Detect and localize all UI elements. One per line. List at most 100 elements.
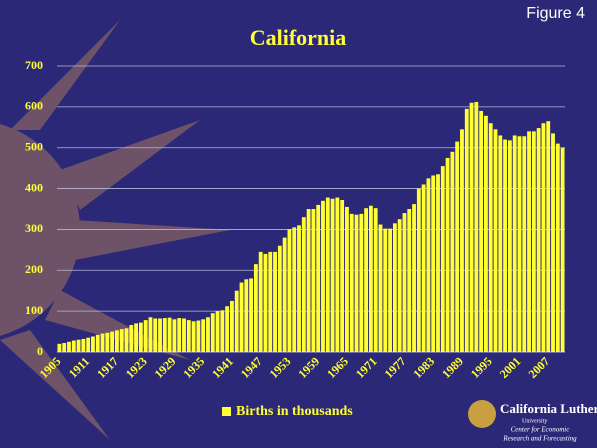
bar [560, 147, 565, 352]
bar [488, 123, 493, 352]
bar [210, 313, 215, 352]
bar [81, 338, 86, 352]
bar [421, 184, 426, 352]
bar [368, 205, 373, 352]
bar [536, 128, 541, 352]
bar [531, 131, 536, 352]
bar [268, 251, 273, 352]
bar [479, 110, 484, 352]
bar [95, 334, 100, 352]
bar [138, 322, 143, 352]
logo-emblem [468, 400, 496, 428]
bar [426, 178, 431, 352]
bar [76, 339, 81, 352]
bar [191, 321, 196, 352]
logo-sub: University [522, 418, 547, 424]
bar [62, 343, 67, 352]
bar [546, 121, 551, 353]
bar [206, 317, 210, 352]
bar [359, 213, 364, 352]
bar [484, 115, 488, 353]
bar [119, 329, 124, 352]
legend-label: Births in thousands [236, 404, 353, 419]
bar [325, 197, 330, 352]
y-tick-label: 600 [25, 99, 43, 113]
bar [493, 129, 498, 352]
bar [474, 101, 479, 352]
bar [445, 157, 450, 352]
bar [67, 341, 71, 352]
logo-line: Research and Forecasting [502, 435, 577, 443]
y-tick-label: 100 [25, 303, 43, 317]
bar [527, 131, 531, 352]
bar [397, 219, 402, 352]
bar [407, 209, 412, 352]
bar [345, 206, 349, 352]
bar [86, 337, 91, 352]
bar [292, 227, 297, 352]
bar [172, 319, 177, 352]
bar [167, 317, 172, 352]
bar [273, 251, 277, 352]
bar [512, 135, 517, 352]
logo-name: California Lutheran [500, 401, 597, 416]
bar [335, 197, 340, 352]
bar [450, 151, 455, 352]
bar [306, 209, 311, 352]
bar [469, 102, 474, 353]
bar [340, 200, 345, 352]
bar [349, 213, 354, 352]
bar [129, 325, 134, 352]
bar [330, 198, 335, 352]
bar [253, 264, 258, 352]
bar [416, 188, 421, 352]
bar [507, 140, 512, 352]
bar [263, 253, 268, 352]
bar [287, 229, 292, 352]
bar [239, 282, 244, 352]
bar [282, 237, 287, 352]
bar [148, 317, 153, 352]
bar [541, 123, 546, 352]
bar [249, 278, 254, 352]
y-tick-label: 200 [25, 262, 43, 276]
bar [91, 336, 95, 352]
bar [124, 328, 129, 352]
chart-title: California [250, 25, 347, 50]
bar [71, 340, 76, 352]
bar [201, 319, 206, 352]
bar [105, 332, 110, 352]
bar [412, 204, 416, 352]
bar [162, 318, 167, 352]
bar [134, 323, 138, 352]
bar [182, 318, 186, 352]
bar [277, 245, 282, 352]
bar [517, 136, 522, 352]
bar [114, 330, 119, 352]
bar [258, 251, 263, 352]
bar [378, 224, 383, 352]
bar [383, 228, 388, 352]
y-tick-label: 0 [37, 344, 43, 358]
bar [177, 318, 182, 352]
bar [100, 333, 105, 352]
bar [244, 279, 249, 352]
bar [153, 318, 158, 352]
legend-swatch [222, 407, 231, 416]
bar [143, 320, 148, 352]
bar [455, 141, 460, 352]
bar [316, 204, 321, 352]
bar [234, 290, 239, 352]
bar [364, 208, 369, 352]
bar [373, 208, 378, 352]
bar [301, 217, 306, 352]
bar [431, 175, 436, 352]
bar [464, 108, 469, 353]
bar [225, 306, 230, 352]
figure-label: Figure 4 [526, 5, 585, 22]
y-tick-label: 500 [25, 139, 43, 153]
bar [110, 331, 115, 352]
bar [388, 228, 392, 352]
bar [158, 318, 162, 352]
bar [392, 223, 397, 352]
